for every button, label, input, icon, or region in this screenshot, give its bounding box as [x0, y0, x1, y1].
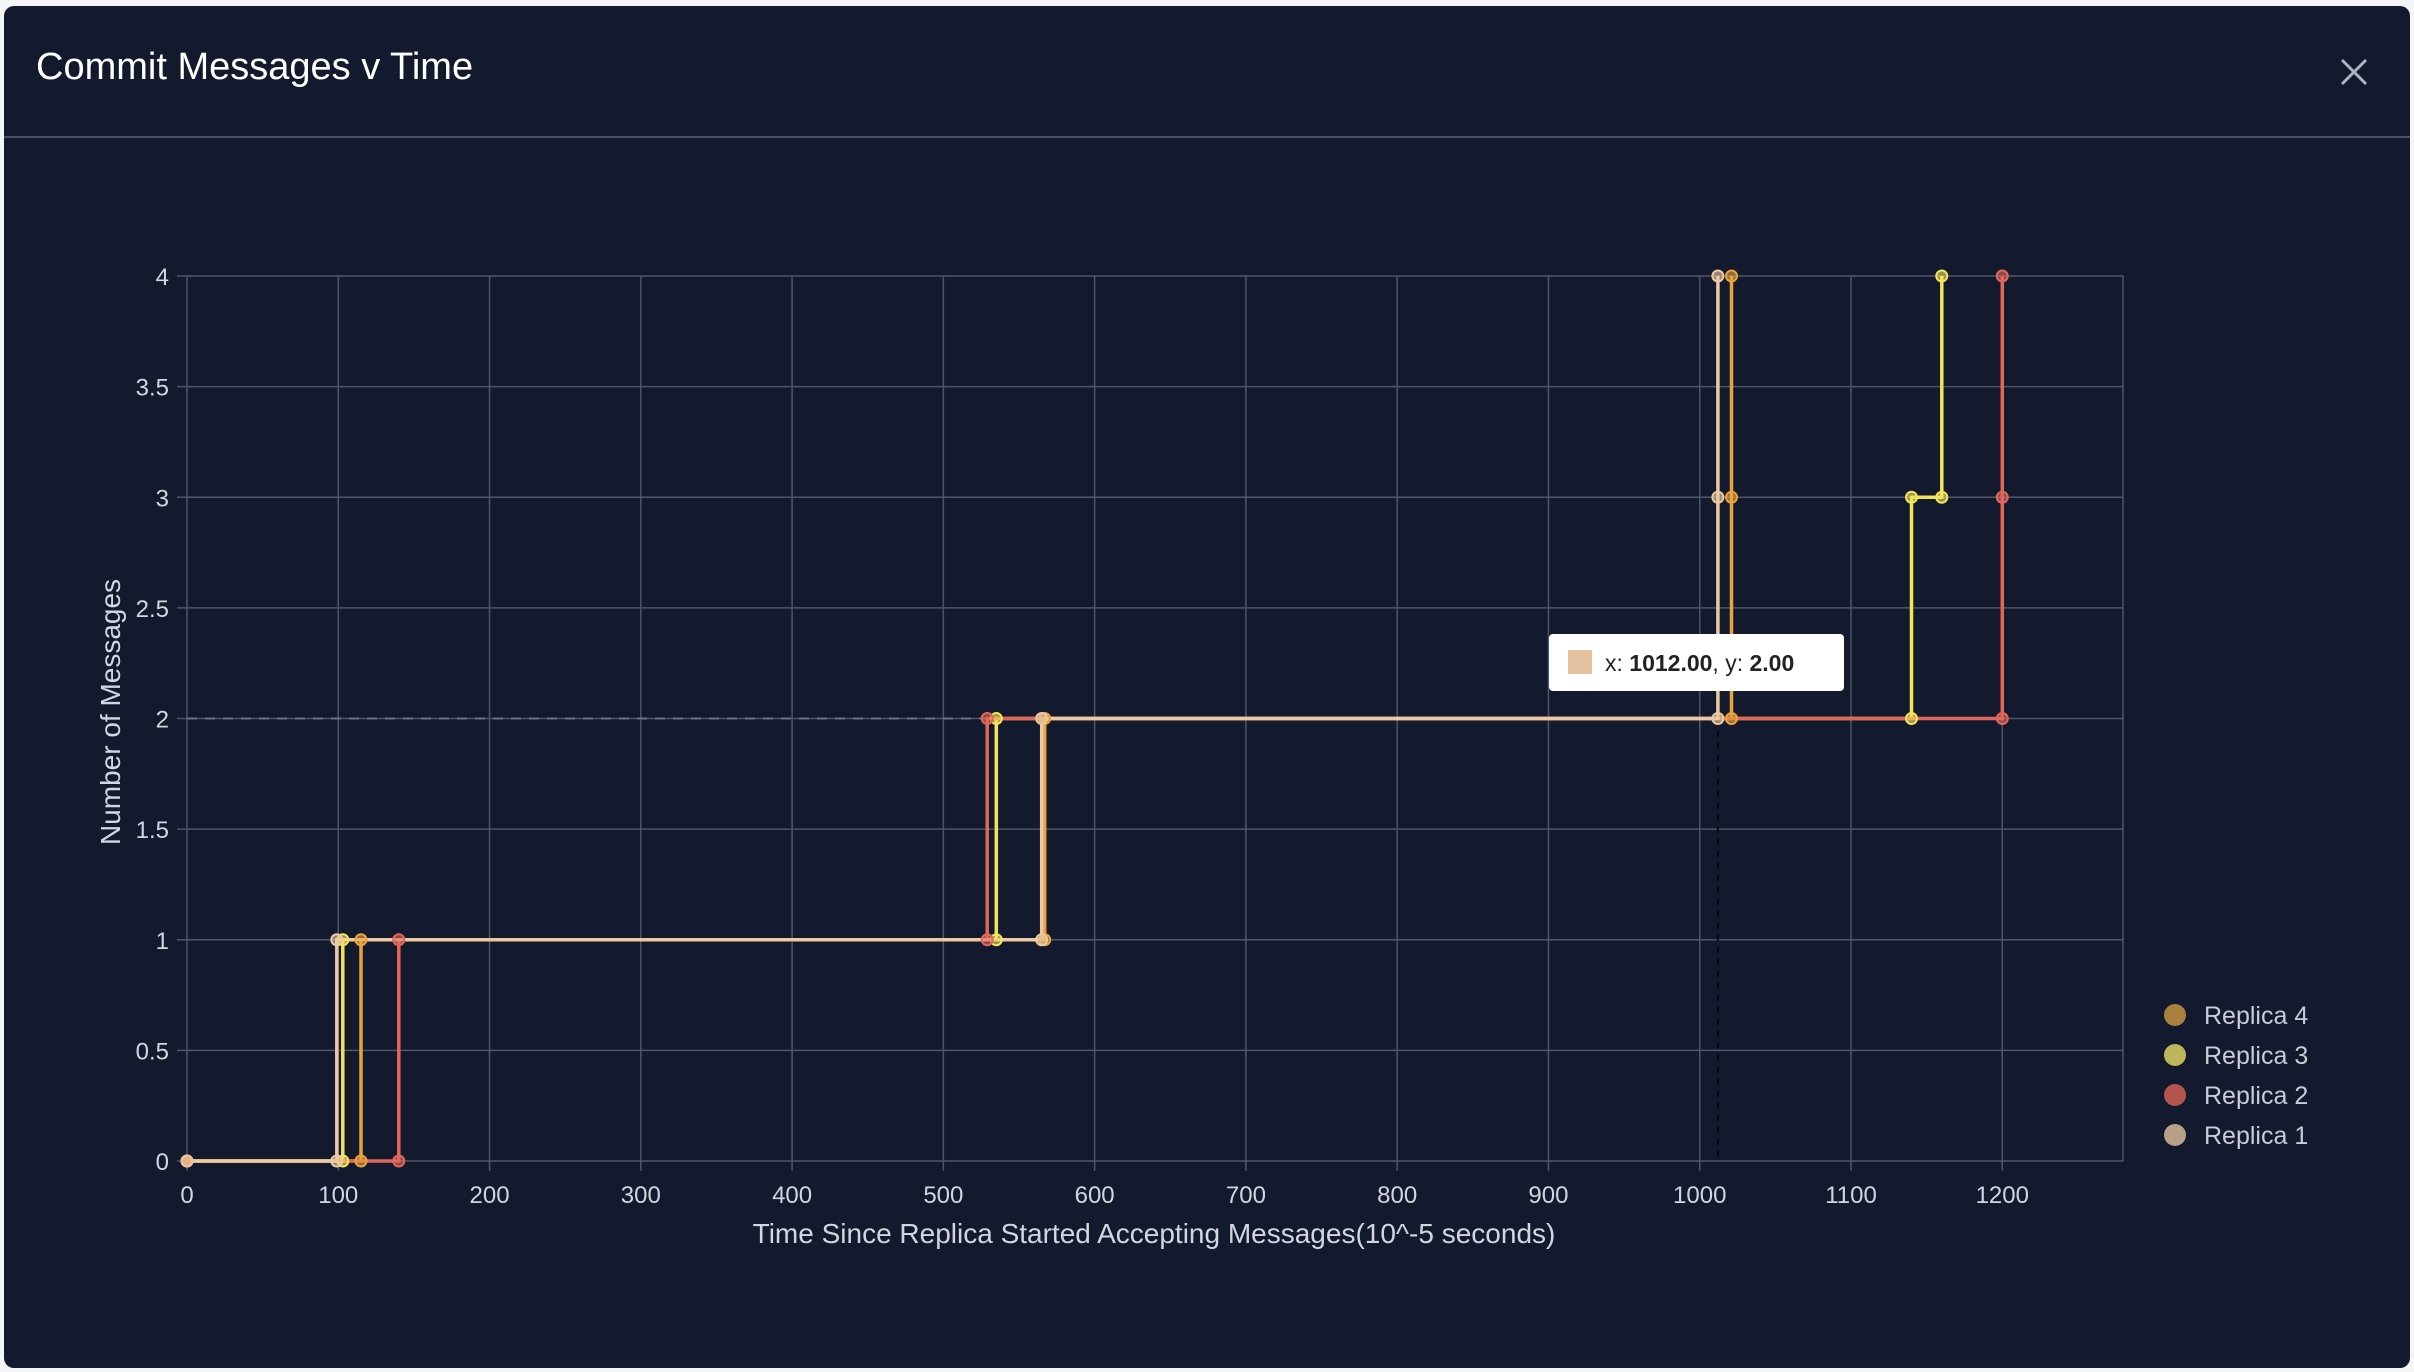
data-point [980, 712, 994, 725]
y-tick-label: 4 [156, 264, 169, 291]
y-tick-label: 1 [156, 928, 169, 955]
close-button[interactable] [2332, 50, 2376, 94]
y-tick-label: 0.5 [136, 1038, 169, 1065]
data-point [1711, 490, 1725, 504]
y-tick-label: 2 [156, 707, 169, 734]
y-tick-label: 3 [156, 485, 169, 512]
modal-title: Commit Messages v Time [36, 46, 474, 88]
tooltip-text: x: 1012.00, y: 2.00 [1605, 650, 1794, 676]
tooltip-value: 2.00 [1749, 650, 1794, 676]
data-point [1905, 712, 1919, 725]
tooltip-label: x: [1605, 650, 1629, 676]
x-tick-label: 200 [470, 1182, 510, 1209]
commit-messages-chart: 0 100 200 300 400 500 600 700 800 900 1000 1100 1200… [95, 264, 2308, 1249]
data-point [1711, 712, 1725, 725]
data-point [1035, 712, 1049, 725]
legend-swatch [2164, 1084, 2186, 1106]
series-line-replica-1 [187, 276, 1720, 1163]
series-points [180, 269, 2009, 1168]
data-point [354, 1154, 368, 1168]
tooltip-value: 1012.00 [1629, 650, 1712, 676]
data-point [392, 933, 406, 947]
x-tick-label: 800 [1377, 1182, 1417, 1209]
data-point [330, 933, 344, 947]
data-point [1995, 712, 2009, 725]
series-lines [187, 276, 2005, 1163]
x-tick-label: 600 [1075, 1182, 1115, 1209]
y-tick-label: 1.5 [136, 817, 169, 844]
y-tick-label: 0 [156, 1149, 169, 1176]
crosshair [187, 717, 1719, 1161]
tooltip-box [1549, 634, 1844, 691]
close-icon[interactable] [2332, 50, 2376, 94]
x-tick-label: 300 [621, 1182, 661, 1209]
data-point [1724, 712, 1738, 725]
legend-swatch [2164, 1004, 2186, 1026]
y-tick-label: 3.5 [136, 375, 169, 402]
grid [177, 275, 2124, 1171]
x-tick-label: 100 [318, 1182, 358, 1209]
data-point [1035, 933, 1049, 947]
data-point [1905, 490, 1919, 504]
series-line-replica-2 [187, 276, 2005, 1163]
x-tick-label: 900 [1528, 1182, 1568, 1209]
data-point [1995, 490, 2009, 504]
x-tick-label: 1100 [1825, 1182, 1877, 1209]
x-tick-label: 1200 [1976, 1182, 2029, 1209]
y-axis-label: Number of Messages [95, 579, 126, 845]
data-point [980, 933, 994, 947]
legend-swatch [2164, 1044, 2186, 1066]
data-point [1724, 490, 1738, 504]
tooltip-swatch [1568, 650, 1592, 674]
legend-swatch [2164, 1124, 2186, 1146]
x-tick-label: 500 [923, 1182, 963, 1209]
data-point [392, 1154, 406, 1168]
data-point [1935, 490, 1949, 504]
modal-header: Commit Messages v Time [4, 6, 2410, 138]
tooltip-label: , [1712, 650, 1725, 676]
y-tick-label: 2.5 [136, 596, 169, 623]
legend-label: Replica 3 [2204, 1042, 2308, 1070]
x-axis-label: Time Since Replica Started Accepting Mes… [753, 1218, 1556, 1249]
data-point [330, 1154, 344, 1168]
data-point [180, 1154, 194, 1168]
chart-area: 0 100 200 300 400 500 600 700 800 900 1000 1100 1200… [4, 138, 2410, 1368]
x-tick-label: 400 [772, 1182, 812, 1209]
legend-label: Replica 2 [2204, 1082, 2308, 1110]
data-point [354, 933, 368, 947]
x-tick-label: 0 [180, 1182, 193, 1209]
data-point [1995, 269, 2009, 283]
chart-modal: Commit Messages v Time 0 100 200 300 400 500 6… [4, 6, 2410, 1368]
legend: Replica 4 Replica 3 Replica 2 Replica 1 [2164, 1002, 2308, 1150]
x-tick-label: 1000 [1673, 1182, 1726, 1209]
series-line-replica-4 [187, 276, 1734, 1163]
legend-label: Replica 4 [2204, 1002, 2308, 1030]
legend-label: Replica 1 [2204, 1122, 2308, 1150]
data-point [1724, 269, 1738, 283]
data-point [1935, 269, 1949, 283]
tooltip-label: y: [1725, 650, 1749, 676]
x-tick-label: 700 [1226, 1182, 1266, 1209]
data-point [1711, 269, 1725, 283]
tick-labels: 0 100 200 300 400 500 600 700 800 900 1000 1100 1200… [136, 264, 2029, 1209]
tooltip: x: 1012.00, y: 2.00 [1549, 634, 1844, 691]
